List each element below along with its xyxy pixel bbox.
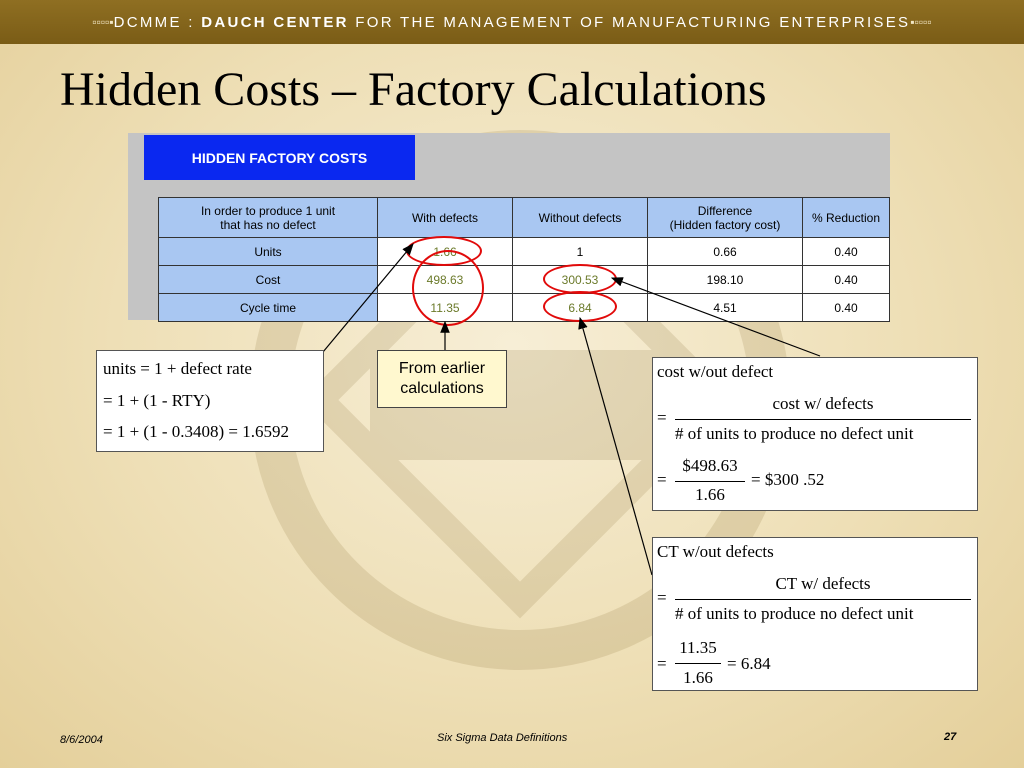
formula-line: units = 1 + defect rate [103,359,252,378]
earlier-calculations-callout: From earlier calculations [377,350,507,408]
formula-result: = $300 .52 [751,470,825,489]
arrow-units [322,243,414,353]
row-label: Units [158,237,378,266]
table-row: Cycle time 11.35 6.84 4.51 0.40 [158,293,890,322]
fraction-denominator: 1.66 [695,485,725,504]
fraction-bar [675,599,971,600]
panel-title: HIDDEN FACTORY COSTS [144,135,415,180]
callout-line: calculations [400,380,484,397]
equals-sign: = [657,654,667,673]
table-header-with-defects: With defects [377,197,513,238]
banner-glyphs-left: ▫▫▫▫▪ [92,15,114,29]
equals-sign: = [657,588,667,607]
header-banner: ▫▫▫▫▪ DCMME : DAUCH CENTER FOR THE MANAG… [0,0,1024,44]
fraction-bar [675,663,721,664]
slide-title: Hidden Costs – Factory Calculations [60,63,767,116]
table-header-reduction: % Reduction [802,197,890,238]
fraction-numerator: CT w/ defects [775,574,871,593]
fraction-denominator: 1.66 [683,668,713,687]
formula-line: cost w/out defect [657,362,774,381]
callout-line: From earlier [398,360,486,377]
cell-reduction: 0.40 [802,293,890,322]
cell-difference: 0.66 [647,237,803,266]
cell-reduction: 0.40 [802,237,890,266]
cycle-time-formula-box: CT w/out defects = CT w/ defects # of un… [652,537,978,691]
fraction-denominator: # of units to produce no defect unit [675,604,914,623]
table-header-without-defects: Without defects [512,197,648,238]
banner-glyphs-right: ▪▫▫▫▫ [910,15,932,29]
banner-suffix: FOR THE MANAGEMENT OF MANUFACTURING ENTE… [348,13,911,31]
fraction-bar [675,419,971,420]
formula-result: = 6.84 [727,654,771,673]
cell-difference: 4.51 [647,293,803,322]
header-line: In order to produce 1 unit [200,203,336,218]
header-line: that has no defect [220,217,316,232]
header-line: Difference [697,203,753,218]
hidden-costs-table: In order to produce 1 unit that has no d… [158,197,890,322]
units-formula-box: units = 1 + defect rate = 1 + (1 - RTY) … [96,350,324,452]
arrow-ct [578,316,653,576]
equals-sign: = [657,470,667,489]
banner-prefix: DCMME : [113,13,202,31]
banner-bold: DAUCH CENTER [201,13,349,31]
formula-line: CT w/out defects [657,542,774,561]
footer-title: Six Sigma Data Definitions [437,732,568,744]
fraction-numerator: cost w/ defects [772,394,874,413]
formula-line: = 1 + (1 - RTY) [103,391,211,410]
fraction-numerator: 11.35 [679,638,717,657]
table-header-difference: Difference (Hidden factory cost) [647,197,803,238]
row-label: Cycle time [158,293,378,322]
fraction-numerator: $498.63 [682,456,738,475]
formula-line: = 1 + (1 - 0.3408) = 1.6592 [103,422,289,441]
table-header-requirement: In order to produce 1 unit that has no d… [158,197,378,238]
equals-sign: = [657,408,667,427]
header-line: (Hidden factory cost) [669,217,781,232]
row-label: Cost [158,265,378,294]
cell-reduction: 0.40 [802,265,890,294]
arrow-cost [610,277,821,357]
page-number: 27 [944,731,957,743]
footer-date: 8/6/2004 [60,734,103,746]
cost-formula-box: cost w/out defect = cost w/ defects # of… [652,357,978,511]
fraction-denominator: # of units to produce no defect unit [675,424,914,443]
fraction-bar [675,481,745,482]
